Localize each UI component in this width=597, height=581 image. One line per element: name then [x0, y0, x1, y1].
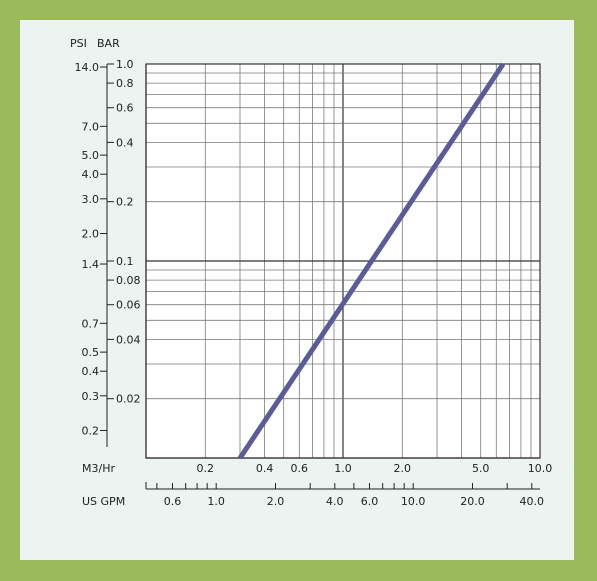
bar-tick-label: 0.06 [116, 299, 141, 312]
gpm-tick-label: 2.0 [267, 495, 285, 508]
plot-border [145, 63, 541, 459]
bar-tick-label: 0.04 [116, 333, 141, 346]
gpm-tick-label: 6.0 [361, 495, 379, 508]
m3hr-tick-label: 0.2 [197, 462, 215, 475]
m3hr-tick-label: 0.4 [256, 462, 274, 475]
psi-tick-label: 0.3 [82, 390, 100, 403]
gpm-tick-label: 10.0 [401, 495, 426, 508]
bar-tick-label: 0.02 [116, 393, 141, 406]
bar-axis-label: BAR [97, 37, 120, 50]
psi-tick-label: 5.0 [82, 149, 100, 162]
pressure-drop-line [237, 62, 506, 460]
m3hr-tick-label: 0.6 [291, 462, 309, 475]
m3hr-tick-label: 1.0 [334, 462, 352, 475]
m3hr-tick-label: 5.0 [472, 462, 490, 475]
m3hr-tick-label: 2.0 [394, 462, 412, 475]
psi-tick-label: 4.0 [82, 168, 100, 181]
bar-tick-label: 0.1 [116, 255, 134, 268]
gpm-tick-label: 0.6 [164, 495, 182, 508]
bar-tick-label: 0.08 [116, 274, 141, 287]
bar-tick-label: 0.2 [116, 196, 134, 209]
psi-tick-label: 0.4 [82, 365, 100, 378]
gpm-tick-label: 4.0 [326, 495, 344, 508]
psi-axis-label: PSI [70, 37, 87, 50]
psi-tick-label: 1.4 [82, 258, 100, 271]
psi-tick-label: 0.2 [82, 425, 100, 438]
gpm-tick-label: 1.0 [207, 495, 225, 508]
bar-tick-label: 0.6 [116, 102, 134, 115]
psi-tick-label: 7.0 [82, 120, 100, 133]
gpm-tick-label: 20.0 [460, 495, 485, 508]
psi-tick-label: 0.7 [82, 317, 100, 330]
gpm-axis-label: US GPM [82, 495, 125, 508]
bar-tick-label: 0.4 [116, 136, 134, 149]
psi-tick-label: 14.0 [75, 61, 100, 74]
m3hr-tick-label: 10.0 [528, 462, 553, 475]
psi-tick-label: 0.5 [82, 346, 100, 359]
psi-tick-label: 2.0 [82, 228, 100, 241]
bar-tick-label: 1.0 [116, 58, 134, 71]
m3hr-axis-label: M3/Hr [82, 462, 115, 475]
bar-tick-label: 0.8 [116, 77, 134, 90]
psi-tick-label: 3.0 [82, 193, 100, 206]
gpm-tick-label: 40.0 [520, 495, 545, 508]
